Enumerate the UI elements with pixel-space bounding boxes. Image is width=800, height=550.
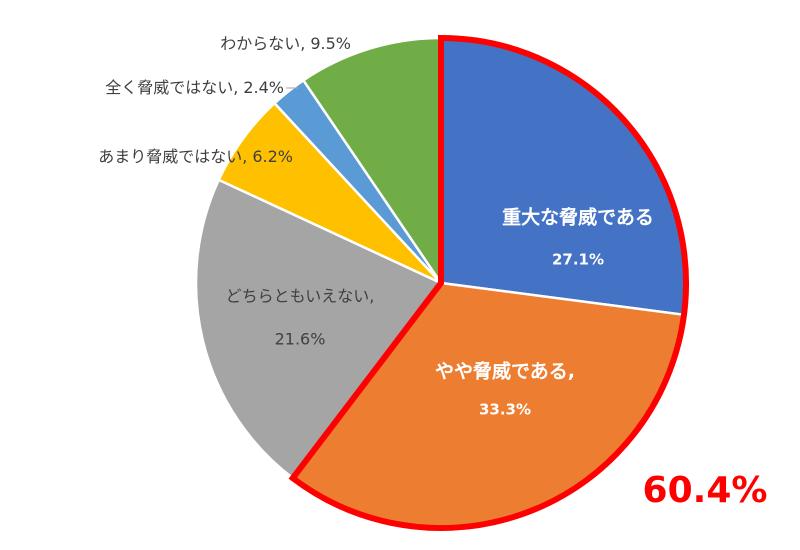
pie: [194, 36, 688, 530]
slice: [439, 36, 688, 317]
value-label: 21.6%: [275, 330, 326, 349]
category-text: あまり脅威ではない,: [98, 147, 247, 166]
slice: [301, 36, 443, 288]
slice-label: 重大な脅威である: [502, 206, 654, 229]
slice-label: わからない, 9.5%: [220, 34, 351, 53]
slice-label: どちらともいえない,: [226, 287, 375, 306]
highlight-outline: [288, 34, 689, 531]
slice-label: やや脅威である,: [435, 360, 575, 383]
slice-label: 全く脅威ではない, 2.4%: [105, 78, 284, 97]
value-label: 6.2%: [252, 147, 293, 166]
slice: [194, 178, 443, 480]
value-label: 9.5%: [310, 34, 351, 53]
slice-label: あまり脅威ではない, 6.2%: [98, 147, 293, 166]
value-label: 33.3%: [479, 401, 531, 419]
value-label: 27.1%: [552, 251, 604, 269]
value-label: 2.4%: [243, 78, 284, 97]
category-text: わからない,: [220, 34, 305, 53]
category-text: 全く脅威ではない,: [105, 78, 238, 97]
annotation: 60.4%: [643, 470, 768, 511]
